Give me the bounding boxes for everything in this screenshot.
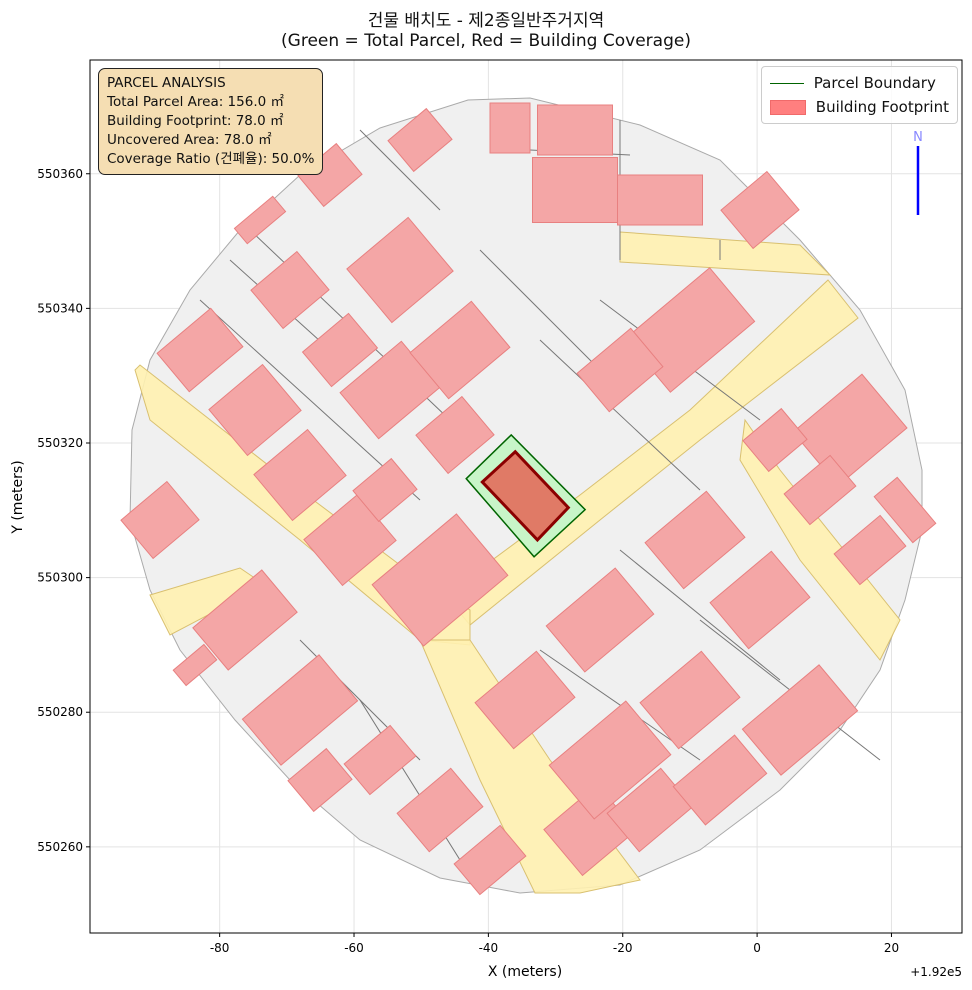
north-label: N <box>913 130 923 145</box>
context-building <box>396 767 484 853</box>
info-coverage: Coverage Ratio (건폐율): 50.0% <box>107 151 315 167</box>
chart-title: 건물 배치도 - 제2종일반주거지역 <box>367 11 605 31</box>
legend-patch-swatch <box>769 99 806 115</box>
context-building <box>742 407 808 473</box>
road <box>739 418 901 661</box>
context-building <box>371 513 509 647</box>
x-tick-label: -60 <box>344 941 364 955</box>
context-building <box>172 643 218 687</box>
parcel-line <box>359 129 441 211</box>
context-building <box>287 747 353 813</box>
x-tick-label: -40 <box>479 941 499 955</box>
north-arrow-icon: N <box>913 130 923 215</box>
y-axis-label: Y (meters) <box>10 460 26 534</box>
legend-item-parcel: Parcel Boundary <box>769 71 949 95</box>
legend: Parcel Boundary Building Footprint <box>760 66 958 124</box>
axes-frame <box>89 59 963 934</box>
info-building-footprint: Building Footprint: 78.0 ㎡ <box>107 113 284 129</box>
context-building <box>233 195 287 245</box>
context-building <box>833 514 907 586</box>
context-building <box>532 157 618 223</box>
context-building <box>301 312 379 388</box>
context-building <box>415 395 495 475</box>
context-building <box>720 170 800 250</box>
y-tick-label: 550360 <box>37 167 83 181</box>
info-heading: PARCEL ANALYSIS <box>107 75 226 91</box>
context-building <box>783 454 857 526</box>
parcel-line <box>619 549 781 681</box>
parcel-analysis-box: PARCEL ANALYSIS Total Parcel Area: 156.0… <box>98 68 324 175</box>
context-building <box>537 104 613 156</box>
context-building <box>639 650 741 750</box>
context-building <box>474 650 576 750</box>
axis-ticks: -80 -60 -40 -20 0 20 550260 550280 550300 550320 5… <box>37 167 899 955</box>
context-building <box>208 363 302 457</box>
x-tick-label: -20 <box>613 941 633 955</box>
context-building <box>192 569 298 671</box>
legend-line-swatch <box>769 82 804 84</box>
context-building <box>250 250 330 330</box>
legend-label-building: Building Footprint <box>815 98 949 116</box>
context-building <box>352 457 418 523</box>
context-building <box>576 327 664 413</box>
y-tick-label: 550300 <box>37 571 83 585</box>
info-total-parcel: Total Parcel Area: 156.0 ㎡ <box>107 94 284 110</box>
subject-building <box>480 449 571 543</box>
chart-subtitle: (Green = Total Parcel, Red = Building Co… <box>281 31 691 51</box>
y-tick-label: 550320 <box>37 436 83 450</box>
x-tick-label: 20 <box>884 941 899 955</box>
context-building <box>489 102 531 154</box>
context-building <box>253 428 347 522</box>
subject-parcel-layer <box>465 433 587 558</box>
y-tick-label: 550260 <box>37 840 83 854</box>
context-building <box>709 550 811 650</box>
x-offset-label: +1.92e5 <box>910 965 962 979</box>
context-building <box>644 490 746 590</box>
context-building <box>617 174 703 226</box>
parcel-line <box>539 339 701 491</box>
context-building <box>409 300 511 400</box>
context-building <box>873 476 937 544</box>
legend-label-parcel: Parcel Boundary <box>813 74 936 92</box>
y-tick-label: 550340 <box>37 301 83 315</box>
context-building <box>241 654 359 766</box>
context-building <box>548 700 672 820</box>
context-building <box>120 480 200 560</box>
x-axis-label: X (meters) <box>488 964 562 980</box>
legend-item-building: Building Footprint <box>769 95 949 119</box>
context-building <box>453 824 527 896</box>
context-building <box>156 307 244 393</box>
context-building <box>343 724 417 796</box>
context-building <box>792 373 908 487</box>
context-building <box>387 107 453 173</box>
context-building <box>672 734 768 826</box>
info-uncovered: Uncovered Area: 78.0 ㎡ <box>107 132 272 148</box>
x-tick-label: 0 <box>753 941 761 955</box>
context-building <box>346 216 454 324</box>
x-tick-label: -80 <box>210 941 230 955</box>
y-tick-label: 550280 <box>37 705 83 719</box>
context-building <box>741 664 859 776</box>
context-building <box>545 567 655 673</box>
